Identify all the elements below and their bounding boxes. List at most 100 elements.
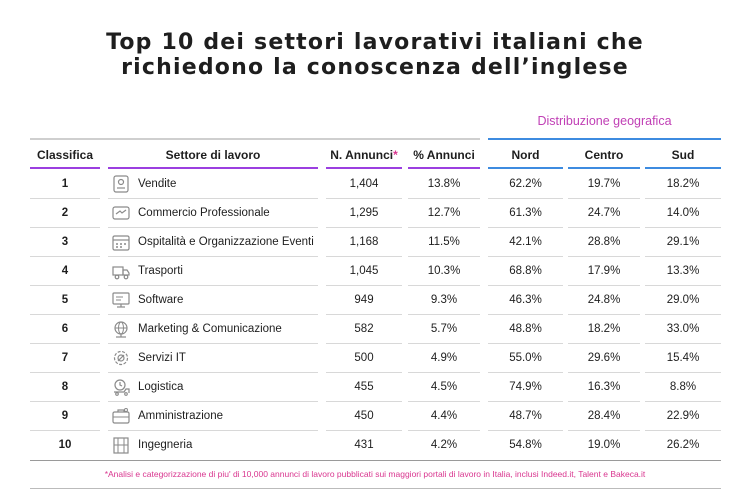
row-separator <box>30 227 100 228</box>
cell-sector: Marketing & Comunicazione <box>138 323 282 335</box>
row-separator <box>326 198 402 199</box>
row-separator <box>488 227 563 228</box>
row-separator <box>488 285 563 286</box>
row-separator <box>408 372 480 373</box>
row-separator <box>408 256 480 257</box>
header-centro: Centro <box>584 148 624 162</box>
cell-centro: 28.4% <box>587 410 621 422</box>
cell-ads: 1,295 <box>349 207 379 219</box>
blueprint-icon <box>111 435 131 455</box>
cell-rank: 5 <box>61 294 69 306</box>
row-separator <box>326 401 402 402</box>
row-separator <box>326 314 402 315</box>
row-separator <box>645 256 721 257</box>
cell-rank: 7 <box>61 352 69 364</box>
row-separator <box>568 198 640 199</box>
header-sector: Settore di lavoro <box>165 148 261 162</box>
row-separator <box>108 430 318 431</box>
row-separator <box>568 314 640 315</box>
row-separator <box>645 285 721 286</box>
cell-sector: Trasporti <box>138 265 183 277</box>
row-separator <box>645 198 721 199</box>
row-separator <box>326 227 402 228</box>
cell-sud: 29.0% <box>666 294 700 306</box>
cell-ads: 1,404 <box>349 178 379 190</box>
cell-rank: 8 <box>61 381 69 393</box>
cell-sud: 26.2% <box>666 439 700 451</box>
cell-sud: 18.2% <box>666 178 700 190</box>
header-line-centro <box>568 167 640 169</box>
row-separator <box>488 198 563 199</box>
row-separator <box>30 372 100 373</box>
header-line-top-gray <box>30 138 480 140</box>
cell-centro: 19.7% <box>587 178 621 190</box>
row-separator <box>568 343 640 344</box>
row-separator <box>408 285 480 286</box>
row-separator <box>408 198 480 199</box>
row-separator <box>568 285 640 286</box>
row-separator <box>645 372 721 373</box>
table-bottom-line <box>30 460 721 461</box>
row-separator <box>30 256 100 257</box>
gear-tools-icon <box>111 348 131 368</box>
row-separator <box>108 343 318 344</box>
cell-rank: 9 <box>61 410 69 422</box>
cell-rank: 1 <box>61 178 69 190</box>
cell-sector: Ospitalità e Organizzazione Eventi <box>138 236 314 248</box>
row-separator <box>326 256 402 257</box>
row-separator <box>488 430 563 431</box>
cell-pct: 4.4% <box>430 410 458 422</box>
cell-rank: 2 <box>61 207 69 219</box>
row-separator <box>326 430 402 431</box>
cell-centro: 24.7% <box>587 207 621 219</box>
cell-pct: 4.5% <box>430 381 458 393</box>
header-line-top-blue <box>488 138 721 140</box>
header-sud: Sud <box>671 148 695 162</box>
cell-centro: 18.2% <box>587 323 621 335</box>
globe-network-icon <box>111 319 131 339</box>
row-separator <box>30 430 100 431</box>
row-separator <box>645 314 721 315</box>
cell-sector: Amministrazione <box>138 410 223 422</box>
cell-centro: 29.6% <box>587 352 621 364</box>
cell-sud: 14.0% <box>666 207 700 219</box>
row-separator <box>488 314 563 315</box>
header-line-rank <box>30 167 100 169</box>
cell-pct: 5.7% <box>430 323 458 335</box>
header-line-ads <box>326 167 402 169</box>
handshake-icon <box>111 203 131 223</box>
row-separator <box>108 227 318 228</box>
row-separator <box>108 372 318 373</box>
row-separator <box>488 401 563 402</box>
cell-rank: 10 <box>58 439 72 451</box>
row-separator <box>568 256 640 257</box>
truck-icon <box>111 261 131 281</box>
cell-ads: 949 <box>354 294 374 306</box>
row-separator <box>408 227 480 228</box>
cell-pct: 13.8% <box>427 178 461 190</box>
cell-ads: 500 <box>354 352 374 364</box>
cell-rank: 4 <box>61 265 69 277</box>
geo-distribution-title: Distribuzione geografica <box>537 114 672 128</box>
header-pct: % Annunci <box>413 148 475 162</box>
cell-pct: 10.3% <box>427 265 461 277</box>
header-line-sector <box>108 167 318 169</box>
header-ads-asterisk: * <box>393 148 398 162</box>
cell-sud: 22.9% <box>666 410 700 422</box>
header-line-pct <box>408 167 480 169</box>
cell-ads: 431 <box>354 439 374 451</box>
calendar-icon <box>111 232 131 252</box>
cell-ads: 1,045 <box>349 265 379 277</box>
footer-line <box>30 488 721 489</box>
row-separator <box>408 430 480 431</box>
footnote: *Analisi e categorizzazione di piu' di 1… <box>104 469 646 479</box>
row-separator <box>108 285 318 286</box>
row-separator <box>568 227 640 228</box>
cell-sector: Ingegneria <box>138 439 193 451</box>
delivery-clock-icon <box>111 377 131 397</box>
cell-nord: 68.8% <box>509 265 542 277</box>
row-separator <box>568 401 640 402</box>
row-separator <box>30 343 100 344</box>
row-separator <box>488 343 563 344</box>
cell-nord: 48.8% <box>509 323 542 335</box>
